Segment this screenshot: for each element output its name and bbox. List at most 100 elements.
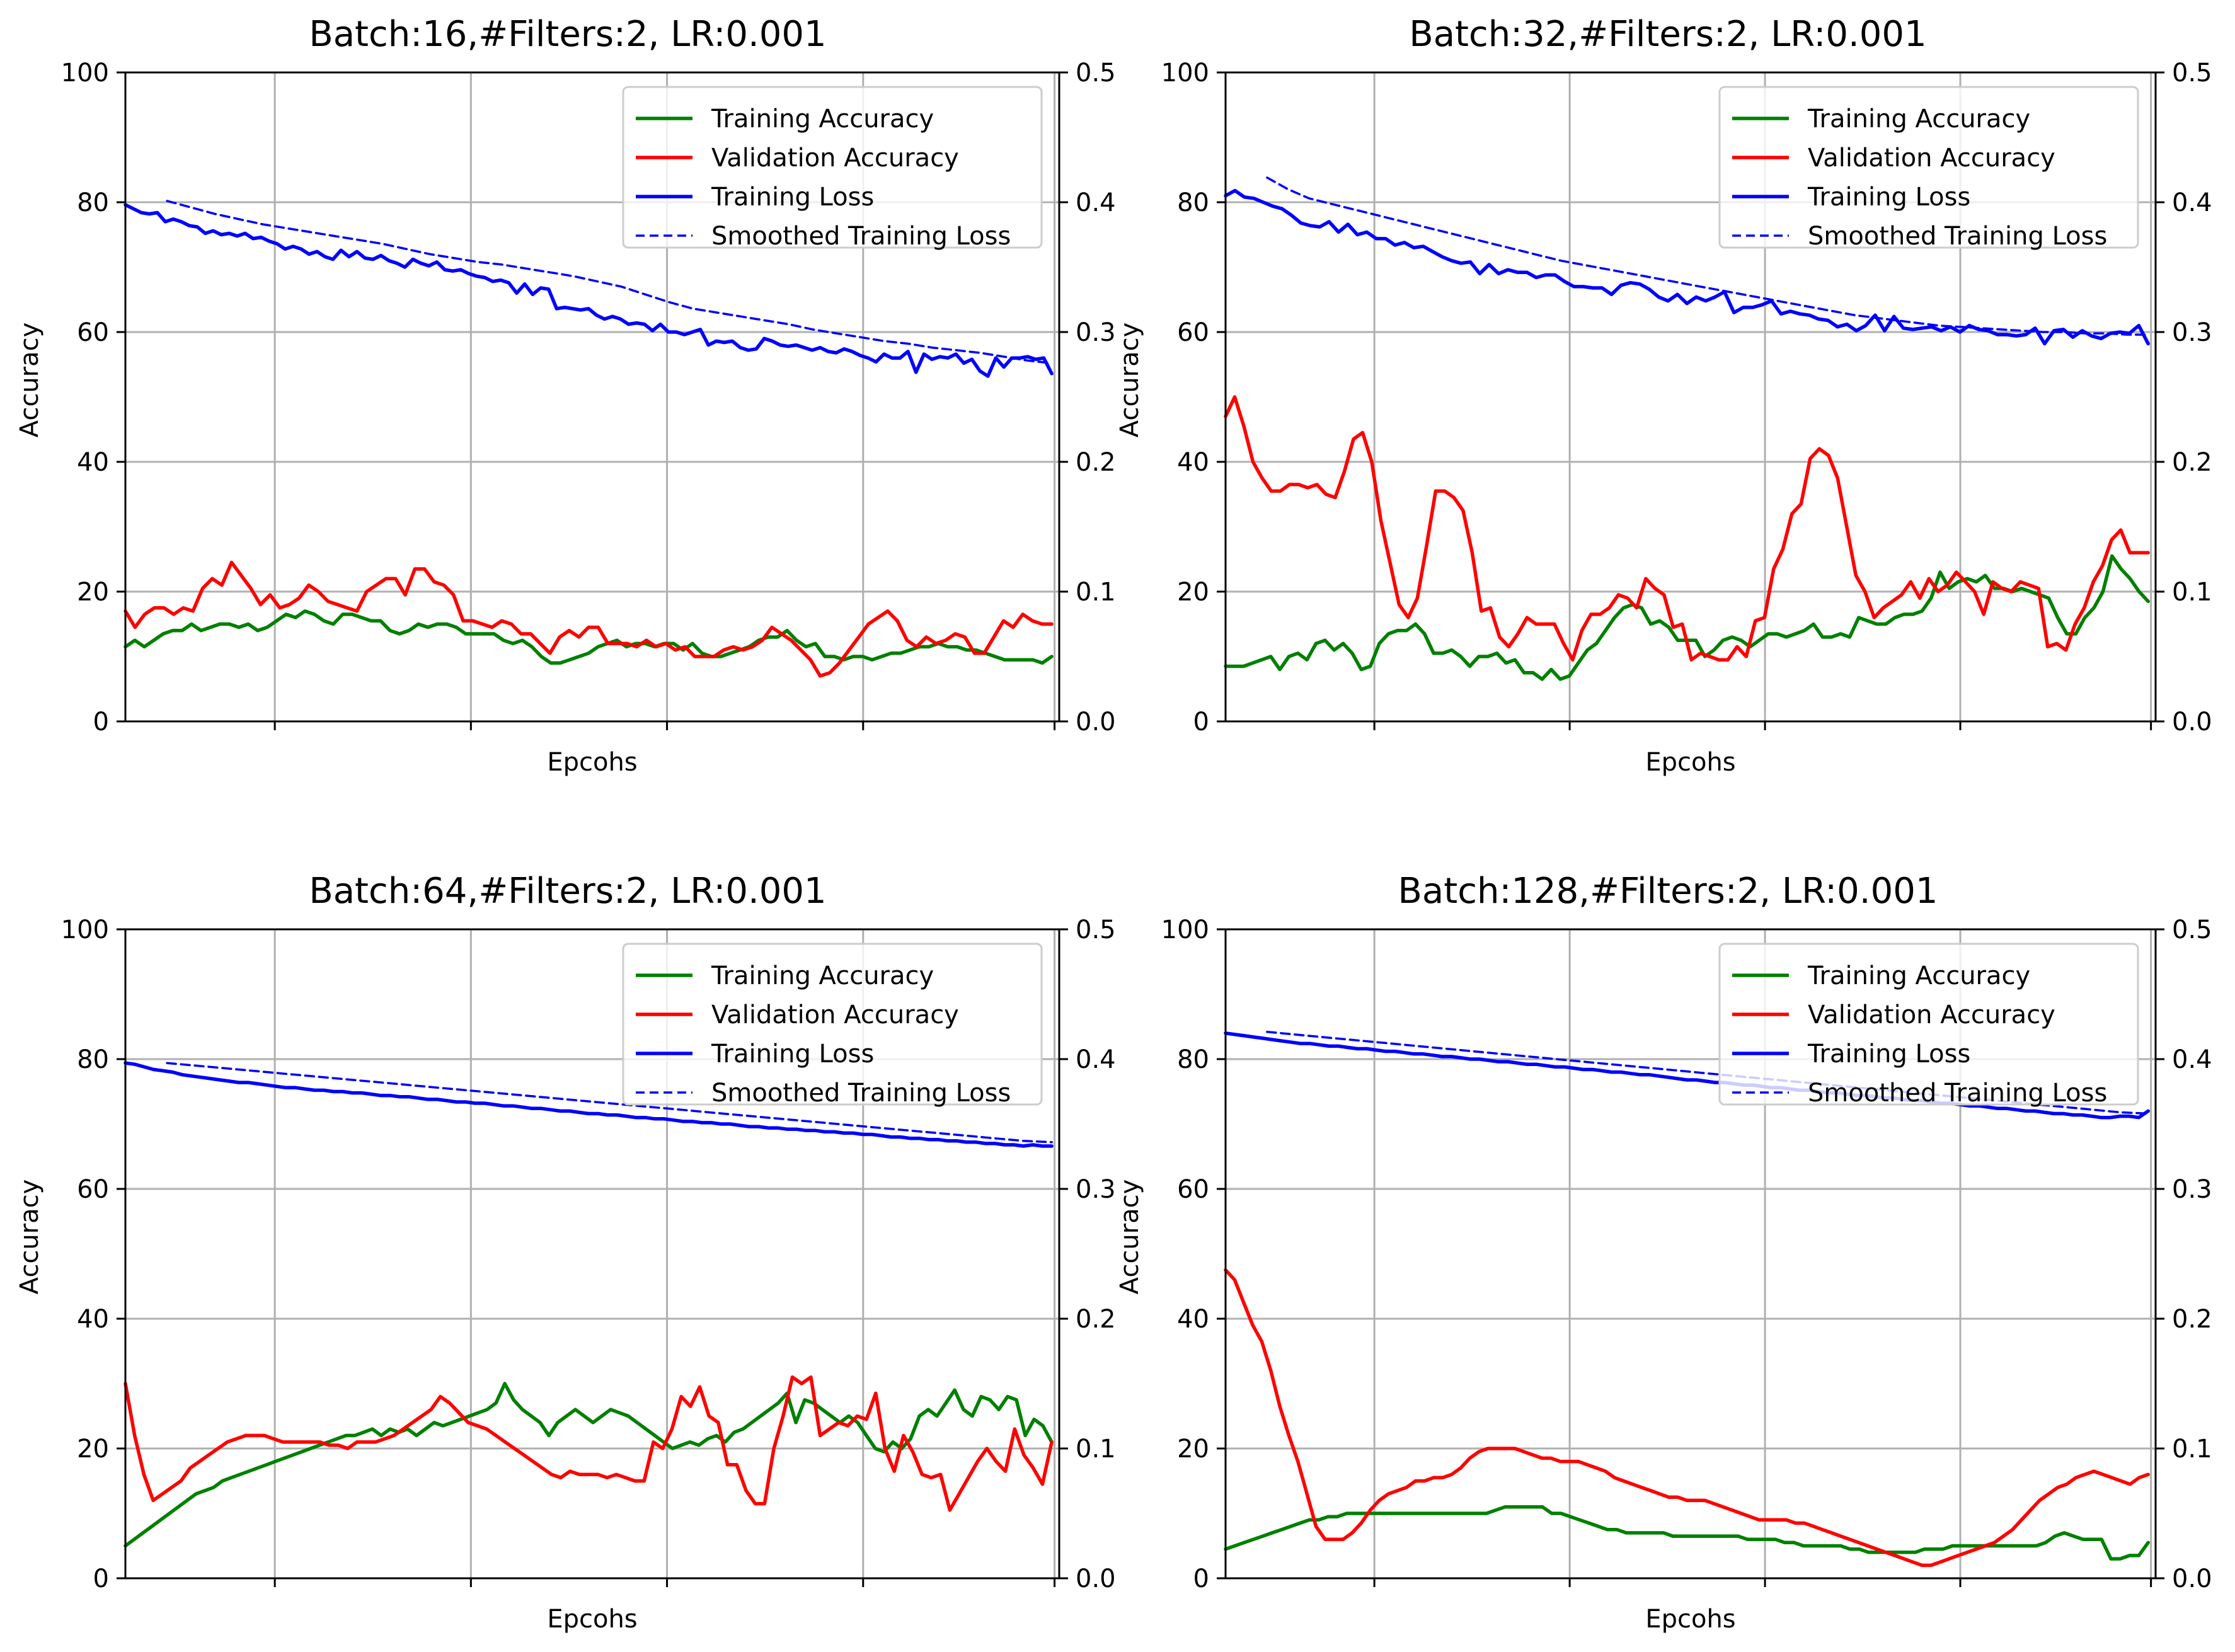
legend-label-training-accuracy: Training Accuracy (1807, 961, 2030, 990)
legend-box (1718, 943, 2139, 1106)
y-tick-label-right: 0.2 (2172, 448, 2212, 477)
chart-title: Batch:128,#Filters:2, LR:0.001 (1398, 871, 1938, 912)
legend-label-training-accuracy: Training Accuracy (711, 961, 934, 990)
axis-ticks: 0 20 40 60 80 100 0.0 0.1 0.2 0.3 0.4 0.5 (61, 59, 1116, 737)
y-tick-label-left: 20 (1177, 1435, 1209, 1464)
y-tick-label-left: 0 (1193, 1564, 1209, 1593)
legend-label-smoothed-training-loss: Smoothed Training Loss (711, 222, 1011, 251)
legend-label-validation-accuracy: Validation Accuracy (1808, 144, 2055, 173)
y-axis-label-left: Accuracy (15, 1179, 44, 1295)
series-line-training-loss (124, 203, 1054, 378)
x-axis-label: Epcohs (547, 1605, 637, 1634)
y-tick-label-right: 0.1 (2172, 578, 2212, 607)
x-axis-label: Epcohs (1645, 748, 1735, 777)
legend: Training Accuracy Validation Accuracy Trai… (622, 86, 1043, 251)
axis-ticks: 0 20 40 60 80 100 0.0 0.1 0.2 0.3 0.4 0.5 (1161, 915, 2212, 1593)
legend: Training Accuracy Validation Accuracy Trai… (622, 943, 1043, 1108)
plot-frame (124, 71, 1060, 723)
y-tick-label-left: 100 (61, 915, 109, 944)
y-tick-label-left: 0 (1193, 708, 1209, 737)
plot-frame (124, 928, 1060, 1580)
y-tick-label-right: 0.5 (2172, 915, 2212, 944)
series-line-training-accuracy (124, 609, 1054, 665)
series-line-validation-accuracy (124, 1375, 1054, 1512)
y-axis-label-left: Accuracy (1115, 323, 1144, 438)
subplot-batch-16: Batch:16,#Filters:2, LR:0.001 0 20 40 60 80 1… (15, 14, 1116, 777)
subplot-batch-128: Batch:128,#Filters:2, LR:0.001 0 20 40 60 80… (1115, 871, 2212, 1634)
axis-ticks: 0 20 40 60 80 100 0.0 0.1 0.2 0.3 0.4 0.5 (1161, 59, 2212, 737)
y-tick-label-right: 0.0 (1076, 1564, 1116, 1593)
y-tick-label-right: 0.0 (1076, 708, 1116, 737)
y-tick-label-right: 0.3 (1076, 318, 1116, 347)
y-tick-label-left: 0 (93, 1564, 109, 1593)
plot-frame (1224, 928, 2157, 1580)
y-tick-label-right: 0.3 (2172, 318, 2212, 347)
legend-label-validation-accuracy: Validation Accuracy (711, 144, 959, 173)
legend-label-validation-accuracy: Validation Accuracy (1808, 1001, 2055, 1030)
legend-label-training-accuracy: Training Accuracy (711, 105, 934, 134)
y-tick-label-right: 0.5 (2172, 59, 2212, 88)
legend-label-training-loss: Training Loss (1807, 183, 1970, 212)
y-tick-label-left: 80 (1177, 1045, 1209, 1074)
y-tick-label-left: 20 (77, 1435, 109, 1464)
series-line-validation-accuracy (1224, 395, 2150, 662)
legend-label-training-loss: Training Loss (1807, 1040, 1970, 1069)
legend: Training Accuracy Validation Accuracy Trai… (1718, 86, 2139, 251)
series-line-training-accuracy (1224, 1505, 2150, 1561)
series-line-smoothed-training-loss (166, 200, 1053, 365)
series-line-validation-accuracy (1224, 1268, 2150, 1568)
y-tick-label-left: 60 (1177, 318, 1209, 347)
y-tick-label-left: 40 (1177, 1305, 1209, 1334)
y-tick-label-right: 0.1 (1076, 1435, 1116, 1464)
y-tick-label-right: 0.4 (2172, 1045, 2212, 1074)
plot-frame (1224, 71, 2157, 723)
chart-title: Batch:16,#Filters:2, LR:0.001 (309, 14, 826, 55)
legend-label-validation-accuracy: Validation Accuracy (711, 1001, 959, 1030)
x-axis-label: Epcohs (1645, 1605, 1735, 1634)
y-tick-label-left: 80 (77, 188, 109, 217)
y-tick-label-left: 60 (77, 318, 109, 347)
chart-title: Batch:32,#Filters:2, LR:0.001 (1409, 14, 1926, 55)
legend-box (622, 943, 1043, 1106)
y-tick-label-left: 100 (61, 59, 109, 88)
y-tick-label-right: 0.5 (1076, 59, 1116, 88)
y-tick-label-right: 0.5 (1076, 915, 1116, 944)
y-tick-label-left: 80 (77, 1045, 109, 1074)
series-line-smoothed-training-loss (166, 1062, 1053, 1144)
plot-lines (124, 1061, 1054, 1548)
y-tick-label-left: 100 (1161, 59, 1209, 88)
y-tick-label-right: 0.2 (2172, 1305, 2212, 1334)
y-tick-label-left: 40 (1177, 448, 1209, 477)
y-tick-label-left: 60 (77, 1175, 109, 1204)
y-axis-label-left: Accuracy (1115, 1179, 1144, 1295)
subplot-batch-64: Batch:64,#Filters:2, LR:0.001 0 20 40 60 80 1… (15, 871, 1116, 1634)
x-axis-label: Epcohs (547, 748, 637, 777)
legend-label-training-loss: Training Loss (711, 183, 874, 212)
y-tick-label-left: 0 (93, 708, 109, 737)
subplot-batch-32: Batch:32,#Filters:2, LR:0.001 0 20 40 60 80 1… (1115, 14, 2212, 777)
legend-box (1718, 86, 2139, 249)
y-tick-label-right: 0.1 (1076, 578, 1116, 607)
y-tick-label-left: 20 (1177, 578, 1209, 607)
legend-box (622, 86, 1043, 249)
legend-label-smoothed-training-loss: Smoothed Training Loss (711, 1079, 1011, 1108)
series-line-training-loss (124, 1061, 1054, 1148)
y-tick-label-left: 60 (1177, 1175, 1209, 1204)
series-line-validation-accuracy (124, 560, 1054, 678)
y-tick-label-right: 0.2 (1076, 1305, 1116, 1334)
legend: Training Accuracy Validation Accuracy Trai… (1718, 943, 2139, 1108)
legend-label-smoothed-training-loss: Smoothed Training Loss (1808, 1079, 2107, 1108)
plot-lines (124, 200, 1054, 678)
chart-title: Batch:64,#Filters:2, LR:0.001 (309, 871, 826, 912)
y-tick-label-right: 0.4 (2172, 188, 2212, 217)
series-line-training-accuracy (124, 1382, 1054, 1548)
y-tick-label-left: 100 (1161, 915, 1209, 944)
y-tick-label-right: 0.2 (1076, 448, 1116, 477)
legend-label-smoothed-training-loss: Smoothed Training Loss (1808, 222, 2107, 251)
y-tick-label-right: 0.4 (1076, 1045, 1116, 1074)
y-tick-label-right: 0.1 (2172, 1435, 2212, 1464)
series-line-training-loss (1224, 188, 2150, 346)
y-axis-label-left: Accuracy (15, 323, 44, 438)
